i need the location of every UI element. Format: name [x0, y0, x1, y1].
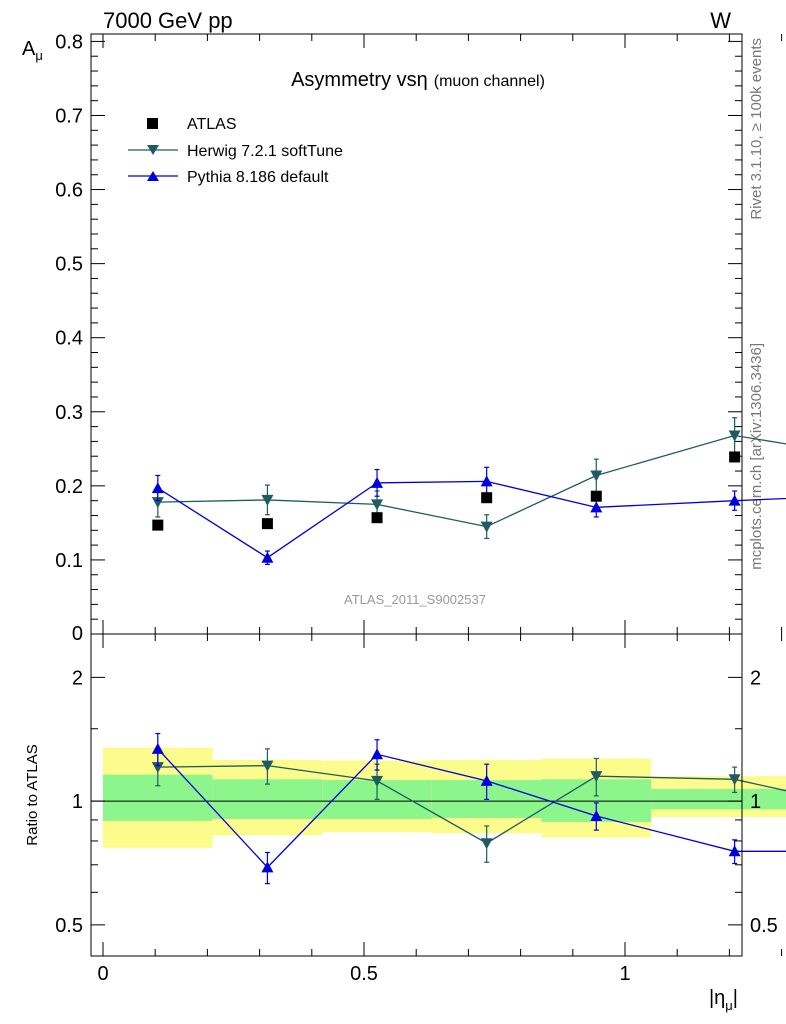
ratio-ylabel: Ratio to ATLAS: [24, 744, 41, 845]
legend: ATLAS Herwig 7.2.1 softTune Pythia 8.186…: [128, 116, 343, 186]
pythia-ratio-point: [371, 748, 384, 760]
ratio-band-inner: [212, 779, 323, 819]
x-axis-label-eta: |η: [709, 987, 725, 1009]
atlas-data-point: [729, 451, 741, 463]
pythia-series-point: [151, 482, 164, 494]
watermark: ATLAS_2011_S9002537: [344, 592, 486, 607]
ratio-xtick-label: 0.5: [350, 963, 378, 985]
main-panel: Asymmetry vsη (muon channel) Aμ ATLAS_201…: [22, 31, 786, 645]
main-ytick-label: 0.3: [55, 402, 83, 424]
herwig-series-point: [151, 497, 164, 509]
legend-label-herwig: Herwig 7.2.1 softTune: [187, 143, 343, 160]
main-ytick-label-zero: 0: [72, 623, 83, 645]
main-title: Asymmetry vsη (muon channel): [291, 69, 545, 91]
ratio-ytick-label-right: 1: [750, 791, 761, 813]
ratio-xtick-label: 0: [97, 963, 108, 985]
ratio-xtick-label: 1: [619, 963, 630, 985]
herwig-ratio-point: [371, 775, 384, 787]
header-process: 7000 GeV pp: [103, 8, 233, 33]
main-title-text: Asymmetry vsη: [291, 69, 428, 91]
pythia-ratio-point: [728, 845, 741, 857]
header-observable: W: [710, 8, 731, 33]
ratio-ytick-label: 2: [72, 667, 83, 689]
main-ytick-label: 0.5: [55, 254, 83, 276]
herwig-series-point: [728, 430, 741, 442]
pythia-series-point: [728, 494, 741, 506]
ratio-panel-frame: [90, 633, 743, 957]
main-ytick-label: 0.6: [55, 180, 83, 202]
legend-label-pythia: Pythia 8.186 default: [187, 169, 329, 186]
x-axis-label-bar: |: [733, 987, 738, 1009]
herwig-ratio-point: [728, 774, 741, 786]
legend-label-atlas: ATLAS: [187, 116, 237, 133]
pythia-ratio-point: [151, 742, 164, 754]
herwig-series-point: [261, 494, 274, 506]
atlas-data-point: [481, 492, 493, 504]
main-marks: [151, 417, 786, 565]
ratio-ytick-label-right: 0.5: [750, 915, 778, 937]
herwig-series-line: [157, 434, 786, 528]
herwig-series-point: [480, 521, 493, 533]
ratio-band-inner: [651, 789, 786, 810]
ratio-marks: [151, 732, 786, 885]
atlas-data-point: [590, 490, 602, 502]
side-label-mcplots: mcplots.cern.ch [arXiv:1306.3436]: [748, 343, 765, 570]
legend-marker-pythia: [147, 171, 159, 181]
herwig-series-point: [590, 470, 603, 482]
herwig-series-point: [371, 499, 384, 511]
atlas-data-point: [152, 519, 164, 531]
main-ylabel-sub: μ: [35, 48, 43, 63]
main-ylabel: Aμ: [22, 38, 43, 63]
atlas-data-point: [261, 518, 273, 530]
main-ylabel-a: A: [22, 38, 36, 60]
pythia-ratio-point: [261, 861, 274, 873]
main-ytick-label: 0.4: [55, 328, 83, 350]
pythia-series-point: [261, 551, 274, 563]
main-ytick-label: 0.2: [55, 476, 83, 498]
pythia-series-point: [371, 476, 384, 488]
atlas-data-point: [371, 512, 383, 524]
main-ytick-label: 0.7: [55, 105, 83, 127]
herwig-ratio-point: [590, 771, 603, 783]
main-ytick-label: 0.8: [55, 31, 83, 53]
main-ytick-label: 0.1: [55, 550, 83, 572]
pythia-series-line: [157, 480, 786, 559]
side-label-rivet: Rivet 3.1.10, ≥ 100k events: [748, 38, 765, 220]
x-axis-label: |ημ|: [709, 987, 738, 1013]
pythia-series-point: [480, 475, 493, 487]
legend-marker-herwig: [147, 145, 159, 155]
ratio-bands: [103, 747, 786, 848]
main-title-suffix: (muon channel): [434, 73, 545, 90]
ratio-ytick-label-right: 2: [750, 667, 761, 689]
ratio-ytick-label: 1: [72, 791, 83, 813]
pythia-series-point: [590, 501, 603, 513]
ratio-ytick-label: 0.5: [55, 915, 83, 937]
main-axes: 0.1 0.2 0.3 0.4 0.5 0.6 0.7 0.8 0: [55, 31, 783, 645]
herwig-ratio-point: [151, 762, 164, 774]
pythia-ratio-point: [590, 810, 603, 822]
herwig-ratio-point: [261, 760, 274, 772]
legend-marker-atlas: [147, 118, 158, 129]
x-axis-label-sub: μ: [725, 998, 733, 1013]
pythia-ratio-point: [480, 774, 493, 786]
herwig-ratio-point: [480, 838, 493, 850]
